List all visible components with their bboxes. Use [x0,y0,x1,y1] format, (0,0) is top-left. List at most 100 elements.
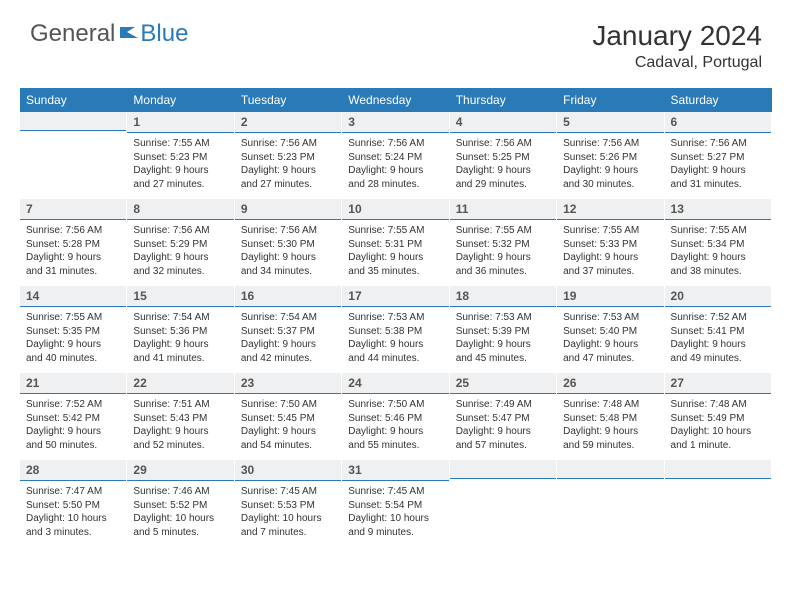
day-number: 1 [127,112,233,133]
day-details: Sunrise: 7:55 AMSunset: 5:31 PMDaylight:… [342,220,448,286]
day-details: Sunrise: 7:49 AMSunset: 5:47 PMDaylight:… [450,394,556,460]
day-cell [450,460,557,547]
day-cell: 5Sunrise: 7:56 AMSunset: 5:26 PMDaylight… [557,112,664,199]
day-cell: 22Sunrise: 7:51 AMSunset: 5:43 PMDayligh… [127,373,234,460]
day-number: 15 [127,286,233,307]
day-cell: 15Sunrise: 7:54 AMSunset: 5:36 PMDayligh… [127,286,234,373]
day-details: Sunrise: 7:56 AMSunset: 5:28 PMDaylight:… [20,220,126,286]
day-number: 3 [342,112,448,133]
day-cell: 16Sunrise: 7:54 AMSunset: 5:37 PMDayligh… [235,286,342,373]
empty-day-header [665,460,771,479]
calendar-table: SundayMondayTuesdayWednesdayThursdayFrid… [20,88,772,547]
day-cell: 31Sunrise: 7:45 AMSunset: 5:54 PMDayligh… [342,460,449,547]
day-cell: 2Sunrise: 7:56 AMSunset: 5:23 PMDaylight… [235,112,342,199]
week-row: 1Sunrise: 7:55 AMSunset: 5:23 PMDaylight… [20,112,772,199]
day-details: Sunrise: 7:50 AMSunset: 5:46 PMDaylight:… [342,394,448,460]
weekday-header: Tuesday [235,88,342,112]
day-number: 17 [342,286,448,307]
day-details: Sunrise: 7:53 AMSunset: 5:40 PMDaylight:… [557,307,663,373]
empty-day-header [557,460,663,479]
day-details: Sunrise: 7:56 AMSunset: 5:29 PMDaylight:… [127,220,233,286]
day-number: 27 [665,373,771,394]
empty-day-header [450,460,556,479]
day-cell: 3Sunrise: 7:56 AMSunset: 5:24 PMDaylight… [342,112,449,199]
day-details: Sunrise: 7:56 AMSunset: 5:27 PMDaylight:… [665,133,771,199]
day-details: Sunrise: 7:55 AMSunset: 5:34 PMDaylight:… [665,220,771,286]
day-cell: 6Sunrise: 7:56 AMSunset: 5:27 PMDaylight… [665,112,772,199]
day-details: Sunrise: 7:55 AMSunset: 5:35 PMDaylight:… [20,307,126,373]
day-cell: 21Sunrise: 7:52 AMSunset: 5:42 PMDayligh… [20,373,127,460]
day-cell: 30Sunrise: 7:45 AMSunset: 5:53 PMDayligh… [235,460,342,547]
title-block: January 2024 Cadaval, Portugal [592,20,762,72]
day-details: Sunrise: 7:55 AMSunset: 5:33 PMDaylight:… [557,220,663,286]
week-row: 7Sunrise: 7:56 AMSunset: 5:28 PMDaylight… [20,199,772,286]
week-row: 21Sunrise: 7:52 AMSunset: 5:42 PMDayligh… [20,373,772,460]
day-details: Sunrise: 7:51 AMSunset: 5:43 PMDaylight:… [127,394,233,460]
day-cell: 26Sunrise: 7:48 AMSunset: 5:48 PMDayligh… [557,373,664,460]
day-details: Sunrise: 7:53 AMSunset: 5:38 PMDaylight:… [342,307,448,373]
day-number: 16 [235,286,341,307]
day-number: 12 [557,199,663,220]
day-number: 14 [20,286,126,307]
day-details: Sunrise: 7:46 AMSunset: 5:52 PMDaylight:… [127,481,233,547]
flag-icon [120,24,138,38]
weekday-header: Monday [127,88,234,112]
day-number: 20 [665,286,771,307]
day-cell: 13Sunrise: 7:55 AMSunset: 5:34 PMDayligh… [665,199,772,286]
day-details: Sunrise: 7:48 AMSunset: 5:49 PMDaylight:… [665,394,771,460]
day-cell: 14Sunrise: 7:55 AMSunset: 5:35 PMDayligh… [20,286,127,373]
location-label: Cadaval, Portugal [592,54,762,72]
day-number: 26 [557,373,663,394]
day-number: 31 [342,460,448,481]
day-number: 5 [557,112,663,133]
empty-day [20,131,126,157]
day-details: Sunrise: 7:45 AMSunset: 5:53 PMDaylight:… [235,481,341,547]
logo: General Blue [30,20,188,48]
calendar-body: 1Sunrise: 7:55 AMSunset: 5:23 PMDaylight… [20,112,772,547]
day-details: Sunrise: 7:54 AMSunset: 5:37 PMDaylight:… [235,307,341,373]
day-details: Sunrise: 7:53 AMSunset: 5:39 PMDaylight:… [450,307,556,373]
empty-day-header [20,112,126,131]
day-number: 13 [665,199,771,220]
day-cell [20,112,127,199]
day-details: Sunrise: 7:55 AMSunset: 5:23 PMDaylight:… [127,133,233,199]
day-details: Sunrise: 7:56 AMSunset: 5:24 PMDaylight:… [342,133,448,199]
day-cell: 27Sunrise: 7:48 AMSunset: 5:49 PMDayligh… [665,373,772,460]
day-cell: 29Sunrise: 7:46 AMSunset: 5:52 PMDayligh… [127,460,234,547]
day-details: Sunrise: 7:55 AMSunset: 5:32 PMDaylight:… [450,220,556,286]
day-number: 9 [235,199,341,220]
day-details: Sunrise: 7:52 AMSunset: 5:41 PMDaylight:… [665,307,771,373]
day-cell: 19Sunrise: 7:53 AMSunset: 5:40 PMDayligh… [557,286,664,373]
header: General Blue January 2024 Cadaval, Portu… [0,0,792,82]
page-title: January 2024 [592,20,762,52]
day-details: Sunrise: 7:45 AMSunset: 5:54 PMDaylight:… [342,481,448,547]
day-details: Sunrise: 7:52 AMSunset: 5:42 PMDaylight:… [20,394,126,460]
empty-day [557,479,663,505]
day-cell: 1Sunrise: 7:55 AMSunset: 5:23 PMDaylight… [127,112,234,199]
day-number: 21 [20,373,126,394]
day-details: Sunrise: 7:48 AMSunset: 5:48 PMDaylight:… [557,394,663,460]
day-cell: 20Sunrise: 7:52 AMSunset: 5:41 PMDayligh… [665,286,772,373]
day-cell: 25Sunrise: 7:49 AMSunset: 5:47 PMDayligh… [450,373,557,460]
day-cell: 7Sunrise: 7:56 AMSunset: 5:28 PMDaylight… [20,199,127,286]
weekday-header: Saturday [665,88,772,112]
day-details: Sunrise: 7:56 AMSunset: 5:30 PMDaylight:… [235,220,341,286]
day-number: 7 [20,199,126,220]
empty-day [665,479,771,505]
day-number: 29 [127,460,233,481]
day-number: 10 [342,199,448,220]
day-cell: 18Sunrise: 7:53 AMSunset: 5:39 PMDayligh… [450,286,557,373]
day-number: 6 [665,112,771,133]
day-number: 23 [235,373,341,394]
day-details: Sunrise: 7:50 AMSunset: 5:45 PMDaylight:… [235,394,341,460]
day-details: Sunrise: 7:47 AMSunset: 5:50 PMDaylight:… [20,481,126,547]
day-cell: 10Sunrise: 7:55 AMSunset: 5:31 PMDayligh… [342,199,449,286]
day-number: 8 [127,199,233,220]
day-cell: 12Sunrise: 7:55 AMSunset: 5:33 PMDayligh… [557,199,664,286]
day-cell: 8Sunrise: 7:56 AMSunset: 5:29 PMDaylight… [127,199,234,286]
day-number: 25 [450,373,556,394]
day-number: 2 [235,112,341,133]
weekday-header: Thursday [450,88,557,112]
day-number: 30 [235,460,341,481]
day-number: 24 [342,373,448,394]
